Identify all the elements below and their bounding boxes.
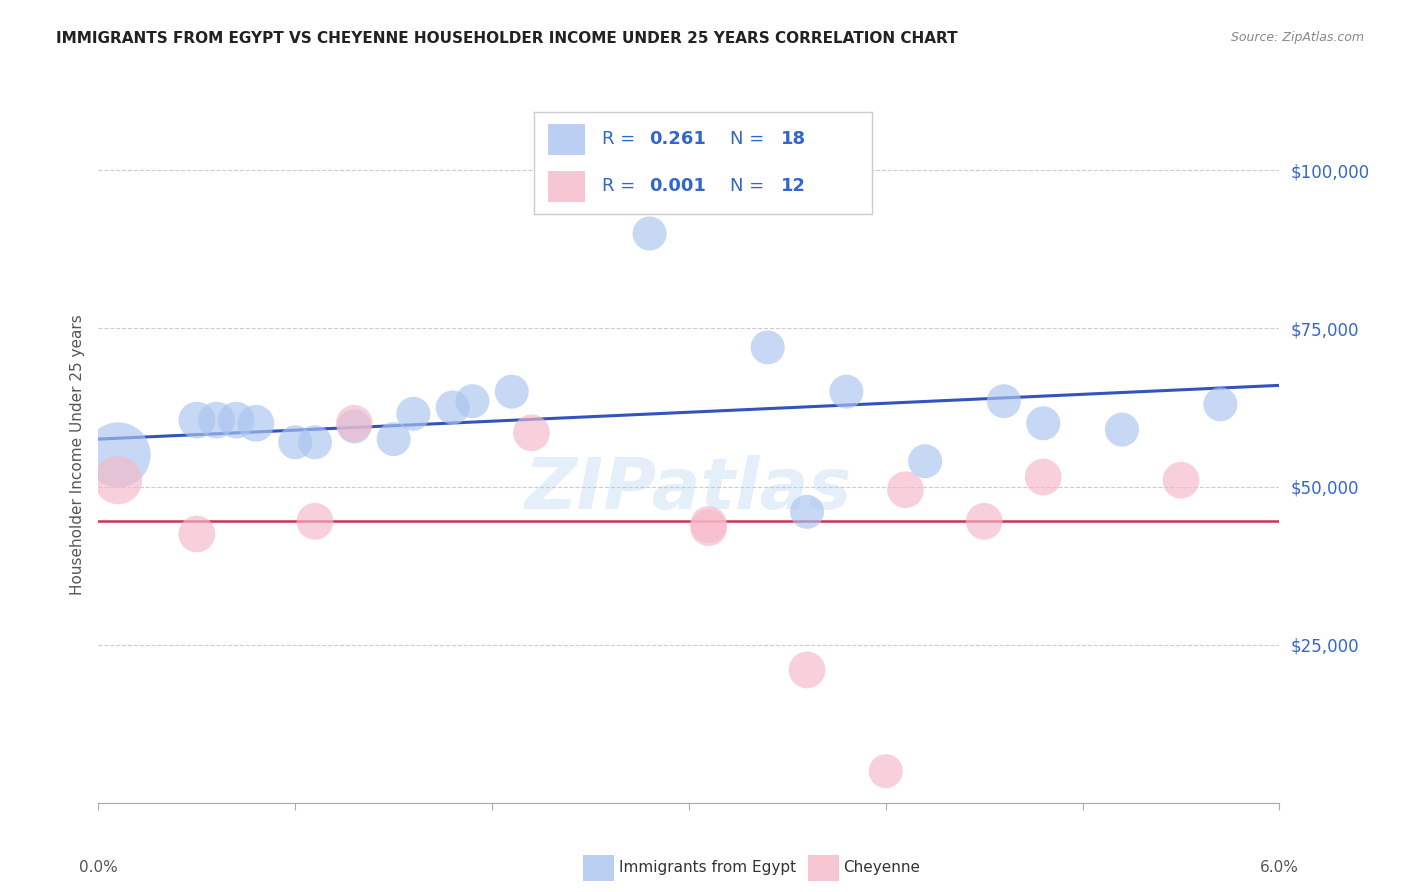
Point [186, 527, 208, 541]
Point [501, 384, 523, 399]
Point [875, 764, 897, 779]
Point [796, 663, 818, 677]
Text: R =: R = [602, 130, 641, 148]
Bar [548, 171, 585, 202]
Point [343, 419, 366, 434]
Text: 0.001: 0.001 [650, 178, 706, 195]
Point [1170, 473, 1192, 487]
Point [107, 448, 129, 462]
Point [245, 417, 267, 431]
Point [835, 384, 858, 399]
Point [697, 521, 720, 535]
Point [914, 454, 936, 468]
Point [382, 432, 405, 446]
Text: 6.0%: 6.0% [1260, 860, 1299, 875]
Point [1032, 417, 1054, 431]
Point [107, 473, 129, 487]
Text: 0.261: 0.261 [650, 130, 706, 148]
Point [520, 425, 543, 440]
Text: R =: R = [602, 178, 641, 195]
Text: Immigrants from Egypt: Immigrants from Egypt [619, 861, 796, 875]
Point [343, 417, 366, 431]
Point [1209, 397, 1232, 411]
Point [697, 517, 720, 532]
Point [304, 435, 326, 450]
Point [796, 505, 818, 519]
Text: N =: N = [730, 178, 770, 195]
Point [756, 340, 779, 354]
Point [1032, 470, 1054, 484]
Point [402, 407, 425, 421]
Point [973, 514, 995, 528]
Point [461, 394, 484, 409]
Point [993, 394, 1015, 409]
Text: 18: 18 [780, 130, 806, 148]
Point [284, 435, 307, 450]
Point [894, 483, 917, 497]
Text: Source: ZipAtlas.com: Source: ZipAtlas.com [1230, 31, 1364, 45]
Text: IMMIGRANTS FROM EGYPT VS CHEYENNE HOUSEHOLDER INCOME UNDER 25 YEARS CORRELATION : IMMIGRANTS FROM EGYPT VS CHEYENNE HOUSEH… [56, 31, 957, 46]
Point [205, 413, 228, 427]
Point [441, 401, 464, 415]
Bar [548, 124, 585, 154]
Text: 0.0%: 0.0% [79, 860, 118, 875]
Text: 12: 12 [780, 178, 806, 195]
Point [304, 514, 326, 528]
Point [225, 413, 247, 427]
Text: N =: N = [730, 130, 770, 148]
Text: Cheyenne: Cheyenne [844, 861, 921, 875]
Point [1111, 423, 1133, 437]
Text: ZIPatlas: ZIPatlas [526, 455, 852, 524]
Y-axis label: Householder Income Under 25 years: Householder Income Under 25 years [69, 315, 84, 595]
Point [638, 227, 661, 241]
Point [186, 413, 208, 427]
